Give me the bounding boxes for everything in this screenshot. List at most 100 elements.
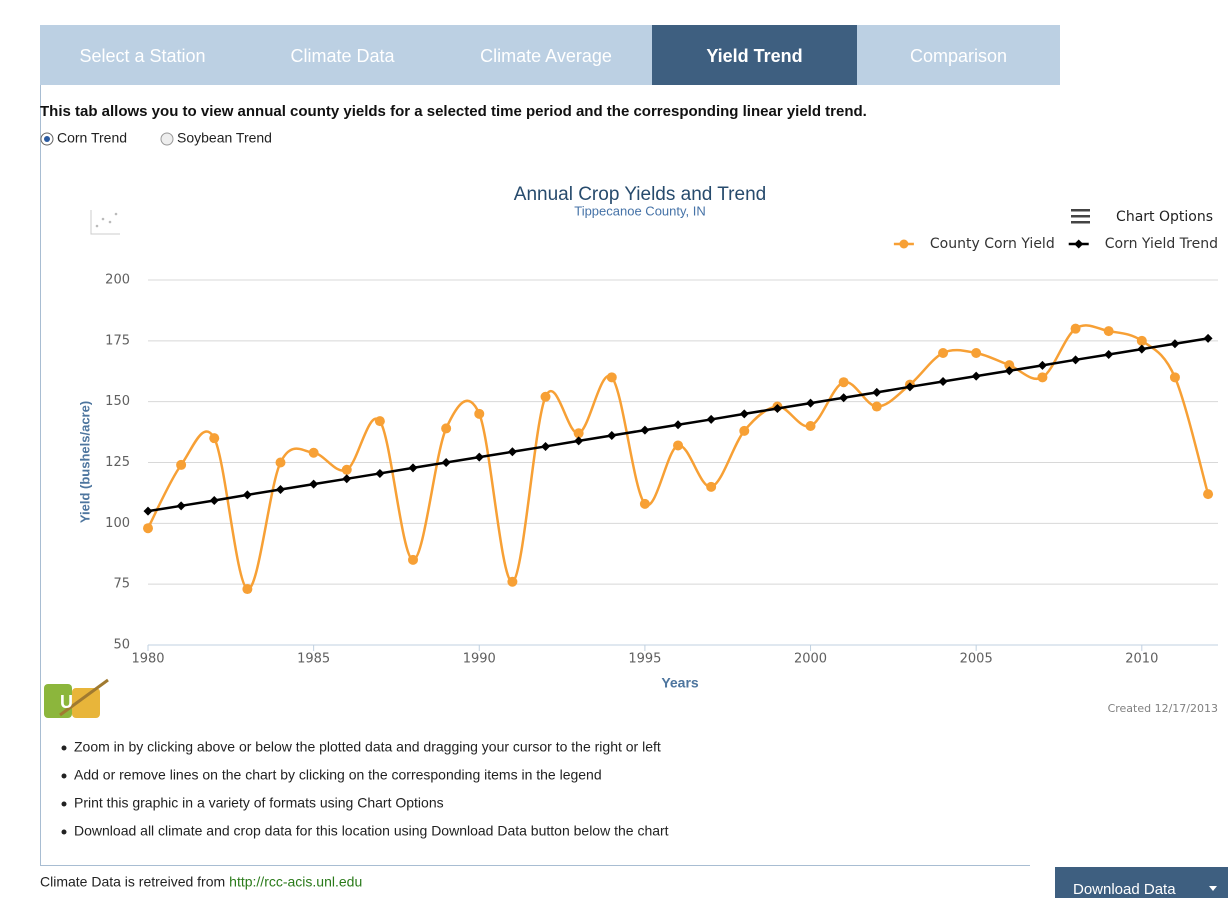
point [341, 464, 352, 475]
point [1170, 339, 1180, 349]
menu-icon[interactable] [1071, 209, 1090, 224]
footer-link-anchor[interactable]: http://rcc-acis.unl.edu [229, 874, 362, 890]
caret [1209, 886, 1217, 891]
point [706, 481, 717, 492]
point [1037, 360, 1047, 370]
tab[interactable] [245, 25, 440, 85]
x-tick-label: 1980 [131, 652, 164, 667]
radio-label[interactable]: Corn Trend [57, 130, 127, 146]
y-tick-label: 150 [105, 394, 130, 409]
point [474, 408, 485, 419]
point [1071, 355, 1081, 365]
footer-text: Climate Data is retreived from [40, 874, 225, 890]
point [971, 371, 981, 381]
download-button[interactable] [1055, 867, 1228, 898]
tab-label[interactable]: Comparison [910, 46, 1007, 66]
tab[interactable] [857, 25, 1060, 85]
svg-text:U: U [60, 692, 73, 712]
bullet: Zoom in by clicking above or below the p… [74, 739, 661, 755]
point [143, 506, 153, 516]
x-tick-label: 2005 [960, 652, 993, 667]
point [1104, 349, 1114, 359]
point [474, 452, 484, 462]
point [839, 393, 849, 403]
legend-label[interactable]: County Corn Yield [930, 236, 1055, 252]
point [673, 420, 683, 430]
radio-label[interactable]: Soybean Trend [177, 130, 272, 146]
bullet-dot [61, 829, 67, 835]
scatter-icon[interactable] [90, 210, 120, 235]
tab-label[interactable]: Climate Data [290, 46, 395, 66]
point [408, 554, 419, 565]
legend-swatch [899, 239, 909, 249]
point [1103, 326, 1114, 337]
point [606, 372, 617, 383]
radio-dot [44, 136, 50, 142]
point [309, 479, 319, 489]
y-axis-label: Yield (bushels/acre) [77, 401, 92, 523]
radio[interactable] [160, 132, 174, 146]
point [408, 463, 418, 473]
legend-label[interactable]: Corn Yield Trend [1105, 236, 1218, 252]
chart-title: Annual Crop Yields and Trend [514, 184, 766, 205]
point [938, 348, 949, 358]
tab[interactable] [40, 25, 245, 85]
point [1070, 323, 1081, 334]
point [1169, 372, 1180, 383]
description: This tab allows you to view annual count… [40, 103, 867, 120]
point [507, 447, 517, 457]
point [308, 447, 319, 458]
tab[interactable] [652, 25, 857, 85]
download-label[interactable]: Download Data [1073, 881, 1176, 898]
point [772, 403, 782, 413]
point [342, 474, 352, 484]
point [441, 458, 451, 467]
y-tick-label: 75 [113, 577, 130, 592]
point [242, 584, 253, 595]
point [640, 425, 650, 435]
point [639, 498, 650, 509]
point [573, 428, 584, 439]
logo: U [44, 678, 109, 718]
bullet: Add or remove lines on the chart by clic… [74, 767, 602, 783]
point [1004, 366, 1014, 376]
x-tick-label: 2000 [794, 652, 827, 667]
footer-link[interactable]: http://rcc-acis.unl.edu [229, 874, 362, 890]
bullet-dot [61, 801, 67, 807]
point [276, 485, 286, 495]
point [1004, 360, 1015, 371]
point [176, 459, 187, 470]
created-note: Created 12/17/2013 [1108, 702, 1218, 715]
point [275, 457, 286, 468]
point [838, 377, 849, 388]
point [938, 376, 948, 386]
x-tick-label: 1990 [463, 652, 496, 667]
point [1037, 372, 1048, 383]
tab-label[interactable]: Yield Trend [706, 46, 802, 66]
chart-subtitle: Tippecanoe County, IN [574, 203, 706, 218]
legend-swatch [1074, 239, 1084, 249]
point [242, 490, 252, 500]
tab-label[interactable]: Select a Station [79, 46, 205, 66]
point [375, 468, 385, 478]
point [209, 495, 219, 505]
point [806, 398, 816, 408]
bullet: Download all climate and crop data for t… [74, 823, 669, 839]
bullet: Print this graphic in a variety of forma… [74, 795, 444, 811]
point [1137, 344, 1147, 354]
x-axis-label: Years [661, 675, 699, 691]
point [805, 421, 816, 431]
point [739, 409, 749, 419]
point [541, 441, 551, 451]
point [971, 348, 982, 358]
point [1136, 335, 1147, 346]
chart-options[interactable]: Chart Options [1116, 209, 1213, 225]
point [176, 501, 186, 511]
x-tick-label: 1985 [297, 652, 330, 667]
tab-label[interactable]: Climate Average [480, 46, 612, 66]
y-tick-label: 50 [113, 638, 130, 653]
tab[interactable] [440, 25, 652, 85]
bullet-dot [61, 745, 67, 751]
